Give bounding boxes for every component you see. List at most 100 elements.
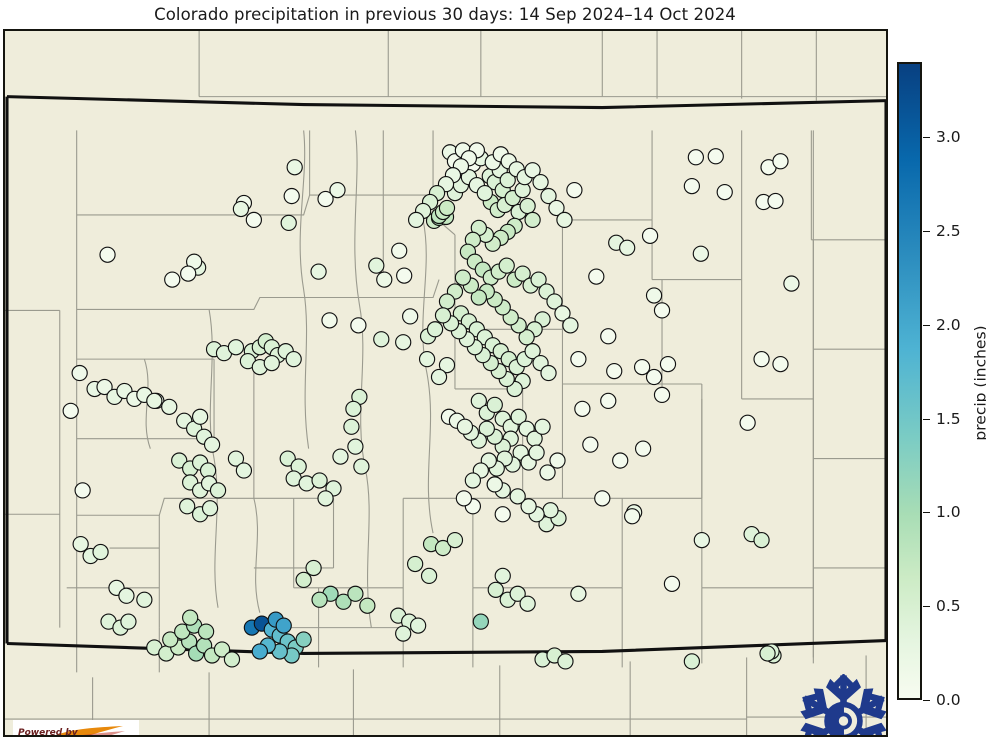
station-point: [418, 351, 436, 368]
station-point: [72, 535, 89, 553]
station-point: [519, 595, 536, 612]
station-point: [353, 458, 370, 475]
station-point: [634, 440, 652, 457]
station-point: [213, 641, 231, 658]
station-point: [251, 643, 268, 660]
map-background: [5, 31, 886, 735]
station-point: [540, 364, 557, 382]
station-point: [96, 378, 113, 396]
station-point: [279, 450, 296, 467]
station-point: [499, 172, 516, 189]
station-point: [347, 585, 364, 602]
station-point: [310, 263, 327, 280]
station-point: [305, 559, 322, 577]
station-point: [624, 508, 641, 525]
colorbar: 0.0 0.5 1.0 1.5 2.0 2.5 3.0 precip (inches): [896, 60, 986, 709]
station-point: [524, 162, 541, 179]
colorbar-tick-label: 3.0: [936, 128, 961, 147]
station-point: [472, 613, 489, 630]
station-point: [286, 159, 303, 176]
colorbar-gradient: [897, 62, 922, 700]
station-point: [772, 355, 789, 373]
station-point: [528, 444, 545, 461]
station-point: [420, 567, 438, 585]
station-point: [524, 211, 541, 229]
station-point: [486, 396, 503, 414]
station-point: [692, 245, 709, 262]
station-point: [368, 257, 385, 274]
station-point: [321, 312, 338, 329]
station-point: [71, 364, 88, 382]
station-point: [574, 400, 591, 417]
station-point: [548, 199, 565, 217]
station-point: [359, 597, 376, 614]
station-point: [146, 392, 163, 410]
station-point: [74, 482, 91, 499]
county-borders-outer: [5, 31, 886, 735]
station-point: [223, 651, 241, 668]
station-point: [562, 317, 579, 334]
station-point: [663, 575, 681, 592]
station-point: [317, 490, 334, 507]
station-point: [470, 392, 487, 410]
station-point: [345, 400, 362, 417]
station-point: [510, 408, 527, 425]
station-point: [519, 197, 536, 215]
station-point: [434, 539, 452, 557]
station-point: [566, 181, 583, 199]
station-point: [514, 265, 531, 282]
svg-text:ACIS: ACIS: [71, 733, 117, 737]
station-point: [99, 246, 116, 263]
svg-text:Powered by: Powered by: [18, 728, 79, 737]
station-point: [402, 308, 419, 325]
station-point: [524, 343, 541, 360]
colorbar-tick: [923, 230, 930, 232]
station-point: [653, 386, 671, 404]
station-point: [118, 587, 135, 604]
station-point: [546, 293, 563, 310]
station-point: [407, 211, 425, 229]
station-point: [759, 645, 776, 662]
station-point: [227, 339, 245, 356]
station-point: [263, 354, 280, 372]
station-point: [659, 355, 677, 373]
station-point: [311, 472, 328, 489]
station-point: [772, 153, 789, 170]
station-point: [645, 368, 663, 386]
station-point: [332, 448, 349, 465]
station-point: [518, 329, 535, 346]
station-point: [600, 328, 617, 345]
station-point: [446, 531, 464, 549]
station-point: [542, 502, 559, 519]
station-point: [588, 268, 605, 285]
station-point: [227, 450, 245, 467]
station-point: [317, 190, 334, 208]
station-point: [693, 531, 710, 549]
station-point: [534, 418, 551, 435]
station-point: [136, 591, 153, 608]
station-point: [376, 271, 393, 288]
colorbar-tick-label: 0.0: [936, 691, 961, 709]
station-point: [456, 418, 474, 435]
station-point: [612, 452, 629, 469]
station-point: [619, 239, 636, 256]
station-point: [162, 631, 179, 648]
station-point: [180, 265, 197, 282]
station-point: [171, 452, 188, 469]
station-point: [606, 362, 623, 380]
station-point: [530, 271, 547, 288]
map-canvas: [5, 31, 886, 735]
station-point: [396, 267, 413, 284]
station-point: [486, 476, 503, 493]
colorado-climate-center-snowflake-icon: [793, 673, 886, 735]
station-point: [329, 181, 346, 199]
station-point: [120, 613, 137, 630]
station-point: [438, 199, 456, 217]
station-point: [92, 543, 109, 561]
station-point: [438, 293, 456, 310]
station-point: [164, 271, 181, 288]
colorbar-tick-label: 2.5: [936, 221, 961, 240]
station-point: [285, 351, 302, 368]
station-point: [570, 585, 587, 602]
station-point: [280, 214, 297, 232]
